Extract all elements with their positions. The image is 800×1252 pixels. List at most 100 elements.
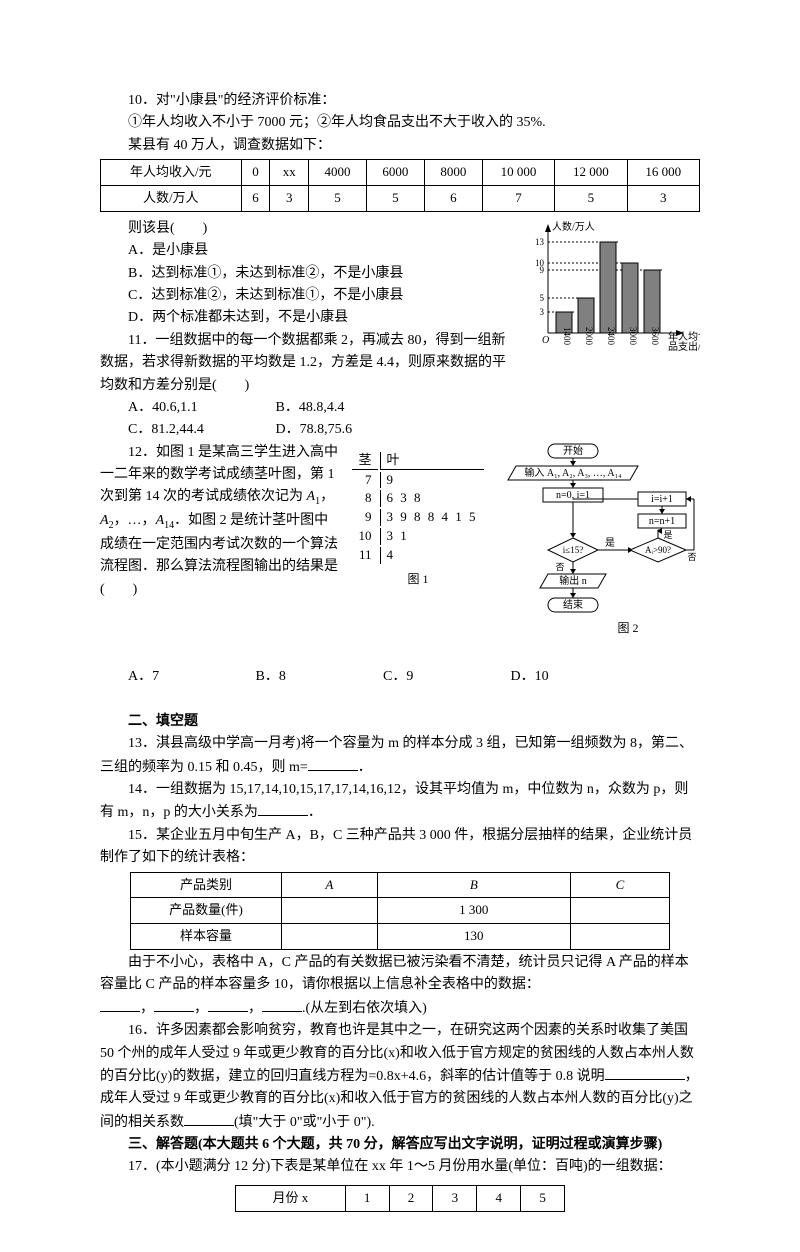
fig2-caption: 图 2 (617, 621, 638, 635)
stem: 10 (352, 528, 377, 545)
stem: 11 (352, 547, 377, 564)
blank (262, 997, 302, 1012)
cell: 1 300 (377, 898, 570, 924)
cell: 0 (241, 160, 270, 186)
q11-optB: B．48.8,4.4 (276, 397, 396, 419)
flow-start: 开始 (563, 444, 583, 457)
bar (622, 263, 638, 333)
q10-line3: 某县有 40 万人，调查数据如下： (100, 135, 700, 157)
cell: 7 (482, 185, 554, 211)
q10-optB: B．达到标准①，未达到标准②，不是小康县 (100, 263, 512, 285)
label-yes2: 是 (663, 530, 672, 540)
flow-cond2: Aᵢ>90? (645, 545, 671, 555)
cell: A (281, 872, 377, 898)
cell: 4 (477, 1185, 521, 1211)
cell: 5 (366, 185, 424, 211)
q10-optD: D．两个标准都未达到，不是小康县 (100, 307, 512, 329)
flow-cond1: i≤15? (563, 545, 583, 555)
xlabel2: 品支出/元 (668, 340, 700, 353)
fig1-caption: 图 1 (348, 570, 488, 589)
q15-table: 产品类别 A B C 产品数量(件) 1 300 样本容量 130 (130, 872, 670, 950)
q17-table: 月份 x 1 2 3 4 5 (235, 1185, 565, 1212)
label-no: 否 (555, 562, 564, 572)
blank (184, 1111, 234, 1126)
q15-end: .(从左到右依次填入) (302, 1001, 427, 1016)
cell: 4000 (309, 160, 367, 186)
blank (154, 997, 194, 1012)
table-row: 产品类别 A B C (131, 872, 670, 898)
cell: 5 (309, 185, 367, 211)
cell: 3 (627, 185, 699, 211)
table-row: 月份 x 1 2 3 4 5 (236, 1185, 565, 1211)
stem-leaf-figure: 茎 叶 79 86 3 8 93 9 8 8 4 1 5 103 1 114 图… (348, 442, 488, 590)
stem: 9 (352, 509, 377, 526)
cell: 5 (555, 185, 627, 211)
blank (100, 997, 140, 1012)
q11-optC: C．81.2,44.4 (128, 419, 248, 441)
flow-input: 输入 A₁, A₂, A₃, …, A₁₄ (524, 466, 622, 479)
blank (308, 756, 358, 771)
flow-end: 结束 (563, 598, 583, 611)
q12-optC: C．9 (383, 666, 483, 688)
cell: 3 (270, 185, 309, 211)
ylabel: 人数/万人 (552, 220, 595, 233)
q11-text: 11．一组数据中的每一个数据都乘 2，再减去 80，得到一组新数据，若求得新数据… (100, 330, 512, 397)
cell: C (570, 872, 669, 898)
table-row: 人数/万人 6 3 5 5 6 7 5 3 (101, 185, 700, 211)
bar (644, 270, 660, 333)
cell: 1 (345, 1185, 389, 1211)
q12-optB: B．8 (256, 666, 356, 688)
q10-optC: C．达到标准②，未达到标准①，不是小康县 (100, 285, 512, 307)
bar (600, 242, 616, 333)
q14: 14．一组数据为 15,17,14,10,15,17,17,14,16,12，设… (100, 779, 700, 825)
stem-head: 茎 (352, 452, 377, 470)
leaf: 3 9 8 8 4 1 5 (380, 509, 484, 526)
leaf-head: 叶 (380, 452, 484, 470)
ytick: 10 (535, 258, 545, 268)
flowchart-figure: 开始 输入 A₁, A₂, A₃, …, A₁₄ n=0, i=1 i=i+1 … (496, 442, 700, 660)
q13-end: ． (358, 760, 372, 775)
cell: 12 000 (555, 160, 627, 186)
cell (570, 924, 669, 950)
stem: 8 (352, 490, 377, 507)
cell: 5 (521, 1185, 565, 1211)
cell: 产品数量(件) (131, 898, 282, 924)
flow-inc-i: i=i+1 (651, 494, 673, 505)
xtick: 2400 (606, 327, 616, 346)
cell: 产品类别 (131, 872, 282, 898)
q11-optD: D．78.8,75.6 (276, 419, 396, 441)
cell: 年人均收入/元 (101, 160, 242, 186)
leaf: 9 (380, 472, 484, 489)
cell: 16 000 (627, 160, 699, 186)
svg-text:O: O (542, 335, 549, 346)
cell: 6000 (366, 160, 424, 186)
blank (258, 801, 308, 816)
cell (281, 898, 377, 924)
cell: 6 (424, 185, 482, 211)
q16: 16．许多因素都会影响贫穷，教育也许是其中之一，在研究这两个因素的关系时收集了美… (100, 1020, 700, 1134)
cell: 样本容量 (131, 924, 282, 950)
cell (281, 924, 377, 950)
flow-inc-n: n=n+1 (649, 516, 675, 527)
label-no2: 否 (687, 552, 696, 562)
q14-end: ． (308, 805, 322, 820)
blank (605, 1065, 685, 1080)
stem: 7 (352, 472, 377, 489)
q17: 17．(本小题满分 12 分)下表是某单位在 xx 年 1～5 月份用水量(单位… (100, 1156, 700, 1178)
cell: 6 (241, 185, 270, 211)
xtick: 2000 (584, 327, 594, 346)
q15-intro: 15．某企业五月中旬生产 A，B，C 三种产品共 3 000 件，根据分层抽样的… (100, 825, 700, 870)
table-row: 样本容量 130 (131, 924, 670, 950)
cell: xx (270, 160, 309, 186)
ytick: 3 (540, 307, 545, 317)
leaf: 3 1 (380, 528, 484, 545)
xtick: 1400 (562, 327, 572, 346)
cell: 8000 (424, 160, 482, 186)
cell: 2 (389, 1185, 433, 1211)
q13: 13．淇县高级中学高一月考)将一个容量为 m 的样本分成 3 组，已知第一组频数… (100, 733, 700, 779)
cell: 月份 x (236, 1185, 346, 1211)
q15-blanks: ，，，.(从左到右依次填入) (100, 997, 700, 1020)
q10-optA: A．是小康县 (100, 240, 512, 262)
ytick: 5 (540, 293, 545, 303)
q12-para: 12．如图 1 是某高三学生进入高中一二年来的数学考试成绩茎叶图，第 1 次到第… (100, 442, 340, 602)
